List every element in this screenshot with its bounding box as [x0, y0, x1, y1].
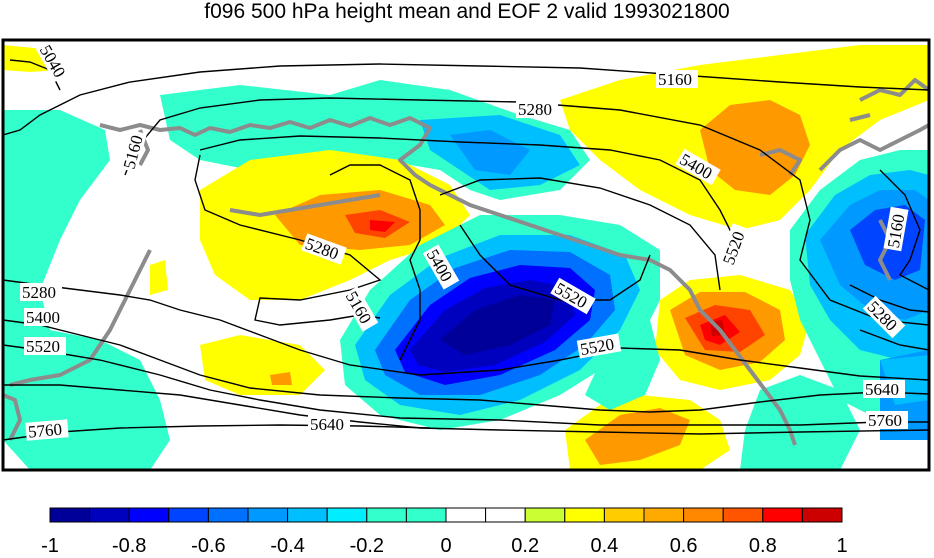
colorbar-swatch: [89, 507, 130, 523]
colorbar-tick-label: 0.2: [511, 535, 540, 557]
colorbar-swatch: [683, 507, 724, 523]
contour-label: 5520: [26, 337, 60, 356]
colorbar-tick-label: 0: [440, 535, 452, 557]
eof-shaded-field: [3, 40, 929, 470]
colorbar-swatch: [326, 507, 368, 523]
colorbar-swatch: [603, 507, 645, 523]
colorbar-swatch: [287, 507, 328, 523]
height-contours: [3, 59, 929, 441]
colorbar: [49, 507, 843, 523]
colorbar-tick-label: 0.6: [669, 535, 698, 557]
colorbar-swatch: [405, 507, 447, 523]
contour-label: 5640: [865, 380, 899, 399]
colorbar-swatch: [445, 507, 487, 523]
colorbar-swatch: [247, 507, 289, 523]
contour-labels: 5040 5160 5160 5280 5400 5280 5400 5160 …: [20, 40, 909, 442]
contour-label: 5640: [310, 415, 344, 434]
contour-label: 5280: [518, 100, 552, 119]
colorbar-swatch: [524, 507, 566, 523]
map-title: f096 500 hPa height mean and EOF 2 valid…: [204, 0, 730, 23]
colorbar-tick-label: -0.2: [349, 535, 385, 557]
colorbar-swatch: [762, 507, 803, 523]
colorbar-swatch: [801, 507, 843, 523]
colorbar-swatch: [722, 507, 764, 523]
colorbar-swatch: [128, 507, 170, 523]
contour-label: 5160: [658, 70, 692, 89]
colorbar-swatch: [485, 507, 526, 523]
colorbar-tick-label: 1: [836, 535, 848, 557]
colorbar-tick-label: -0.6: [191, 535, 226, 557]
colorbar-tick-label: 0.4: [590, 535, 619, 557]
map-frame: [1, 38, 931, 472]
colorbar-tick-label: -0.8: [111, 535, 147, 557]
colorbar-swatch: [366, 507, 407, 523]
colorbar-swatch: [207, 507, 249, 523]
colorbar-tick-label: -0.4: [270, 535, 305, 557]
colorbar-swatch: [168, 507, 209, 523]
colorbar-swatch: [643, 507, 685, 523]
coastlines: [3, 78, 929, 446]
colorbar-swatch: [564, 507, 605, 523]
colorbar-swatch: [49, 507, 91, 523]
contour-label: 5760: [27, 420, 63, 442]
contour-label: 5280: [22, 283, 56, 302]
contour-label: 5400: [26, 308, 60, 327]
contour-label: 5760: [868, 411, 902, 430]
colorbar-tick-label: -1: [41, 535, 59, 557]
colorbar-tick-label: 0.8: [748, 535, 777, 557]
